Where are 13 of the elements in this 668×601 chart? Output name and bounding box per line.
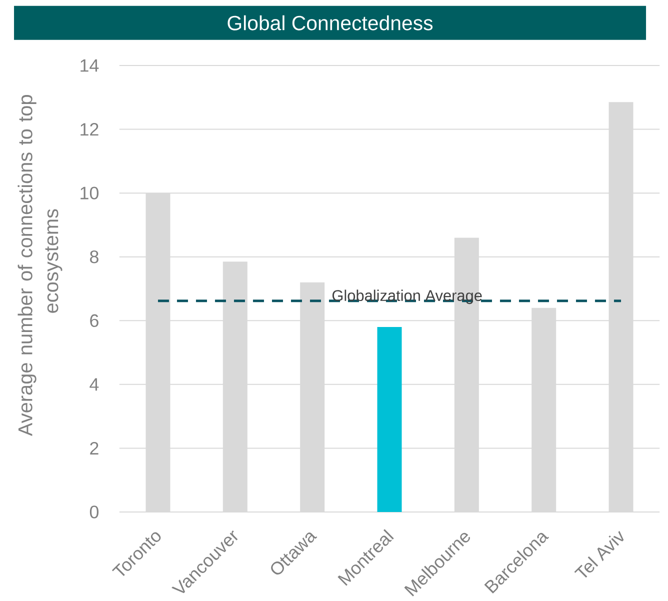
y-tick-label: 8 — [90, 250, 98, 264]
y-axis-title: Average number of connections to top ecosystems — [18, 95, 62, 436]
y-tick-label: 4 — [90, 378, 99, 391]
y-tick-label: 10 — [80, 186, 99, 200]
x-tick-label: Tel Aviv — [574, 530, 624, 578]
y-tick-label: 12 — [80, 123, 98, 136]
bar — [377, 327, 402, 512]
ref-line-label: Globalization Average — [332, 290, 482, 304]
y-tick-label: 2 — [90, 442, 98, 454]
chart-title: Global Connectedness — [228, 15, 433, 30]
y-tick-label: 6 — [90, 314, 98, 327]
y-tick-label: 0 — [90, 506, 99, 518]
y-tick-label: 14 — [80, 59, 99, 72]
